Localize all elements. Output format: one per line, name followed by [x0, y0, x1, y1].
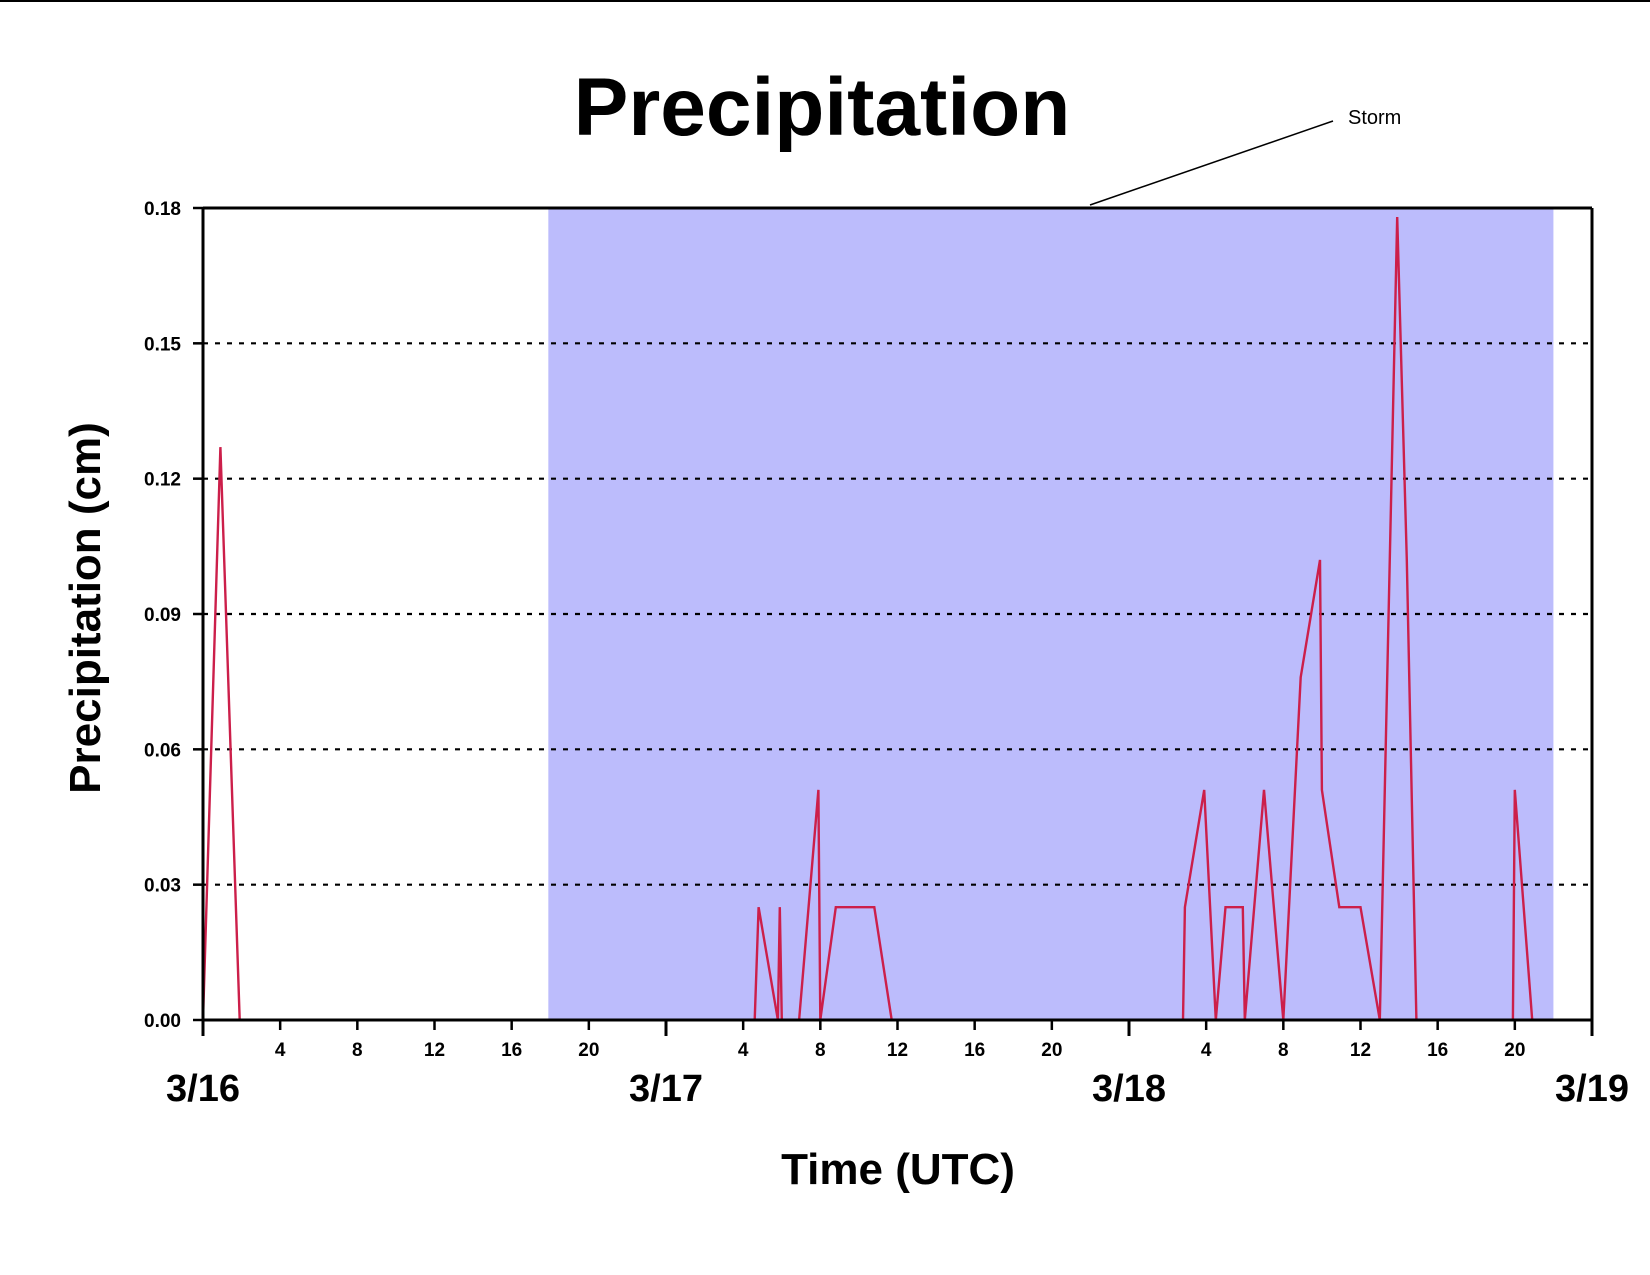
x-tick-label: 20: [1041, 1040, 1062, 1061]
y-tick-label: 0.00: [144, 1011, 181, 1032]
precipitation-series-line: [201, 216, 1592, 1022]
chart-title: Precipitation: [574, 62, 1071, 153]
storm-annotation: Storm: [1348, 107, 1401, 129]
date-label: 3/18: [1092, 1068, 1166, 1110]
x-tick-label: 20: [578, 1040, 599, 1061]
x-ticks: 4 8 12 16 20 4 8 12 16 20 4 8 12 16 20 3/16 3/17 3/18 3/19: [166, 1020, 1629, 1110]
x-tick-label: 16: [1427, 1040, 1448, 1061]
storm-shading-layer: [548, 208, 1554, 1020]
x-tick-label: 4: [738, 1040, 749, 1061]
x-tick-label: 8: [352, 1040, 363, 1061]
x-axis-label: Time (UTC): [781, 1145, 1015, 1194]
x-tick-label: 8: [815, 1040, 826, 1061]
x-tick-label: 4: [275, 1040, 286, 1061]
x-tick-label: 16: [964, 1040, 985, 1061]
x-tick-label: 20: [1504, 1040, 1525, 1061]
date-label: 3/16: [166, 1068, 240, 1110]
x-tick-label: 16: [501, 1040, 522, 1061]
y-tick-label: 0.06: [144, 740, 181, 761]
y-tick-label: 0.03: [144, 876, 181, 897]
x-tick-label: 12: [1350, 1040, 1371, 1061]
x-tick-label: 12: [887, 1040, 908, 1061]
y-axis-label: Precipitation (cm): [61, 422, 110, 794]
y-tick-label: 0.09: [144, 605, 181, 626]
y-tick-label: 0.12: [144, 470, 181, 491]
x-tick-label: 12: [424, 1040, 445, 1061]
storm-shaded-region: [548, 208, 1554, 1020]
gridlines: [203, 342, 1592, 886]
y-ticks: 0.00 0.03 0.06 0.09 0.12 0.15 0.18: [144, 199, 203, 1032]
y-tick-label: 0.15: [144, 334, 181, 355]
y-tick-label: 0.18: [144, 199, 181, 220]
date-label: 3/19: [1555, 1068, 1629, 1110]
date-label: 3/17: [629, 1068, 703, 1110]
storm-annotation-leader: [1089, 120, 1334, 206]
top-border-line: [0, 0, 1650, 2]
x-tick-label: 4: [1201, 1040, 1212, 1061]
x-tick-label: 8: [1278, 1040, 1289, 1061]
